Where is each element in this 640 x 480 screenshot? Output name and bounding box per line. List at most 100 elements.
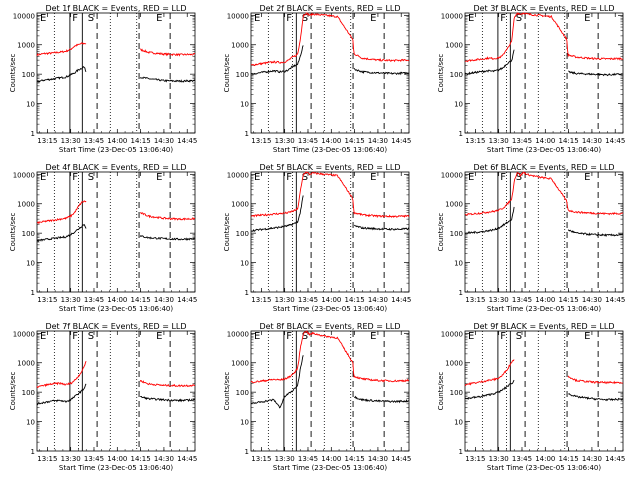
chart-title: Det 7f BLACK = Events, RED = LLD [45,322,186,331]
x-tick-label: 14:30 [154,296,174,304]
y-tick-label: 1 [31,448,35,456]
chart-panel-8: Det 8f BLACK = Events, RED = LLD 1 10 100 10… [223,322,411,472]
chart-title: Det 8f BLACK = Events, RED = LLD [259,322,400,331]
y-tick-label: 100 [450,389,463,397]
y-tick-label: 10 [454,419,463,427]
x-tick-label: 14:15 [131,296,151,304]
chart-panel-6: Det 6f BLACK = Events, RED = LLD 1 10 100 10… [437,163,625,313]
y-axis-label: Counts/sec [223,372,231,411]
region-label: F [500,13,506,24]
x-tick-label: 14:30 [368,455,388,463]
x-tick-label: 14:30 [582,296,602,304]
chart-title: Det 5f BLACK = Events, RED = LLD [259,163,400,172]
x-tick-label: 14:00 [535,137,555,145]
y-tick-label: 100 [22,71,35,79]
y-tick-label: 1000 [231,42,249,50]
y-tick-label: 1 [245,130,249,138]
lld-series-line [36,361,196,389]
x-tick-label: 13:15 [251,455,271,463]
x-tick-label: 13:45 [84,296,104,304]
y-tick-label: 100 [22,230,35,238]
y-tick-label: 10 [454,260,463,268]
y-tick-label: 100 [450,230,463,238]
x-tick-label: 13:30 [61,455,81,463]
region-label: E [40,172,46,183]
y-tick-label: 1 [459,289,463,297]
y-tick-label: 100 [22,389,35,397]
x-axis-label: Start Time (23-Dec-05 13:06:40) [59,146,173,154]
y-tick-label: 10000 [441,171,463,179]
x-tick-label: 14:45 [605,455,625,463]
region-label: S [88,331,94,342]
y-axis-label: Counts/sec [9,213,17,252]
x-tick-label: 13:15 [251,296,271,304]
events-series-line [250,195,410,233]
plot-frame [250,171,410,293]
x-tick-label: 14:45 [391,455,411,463]
x-axis-label: Start Time (23-Dec-05 13:06:40) [487,146,601,154]
events-series-line [250,355,409,409]
x-tick-label: 14:15 [345,296,365,304]
x-tick-label: 14:00 [321,137,341,145]
region-label: S [516,172,522,183]
region-label: E [254,172,260,183]
region-label: S [516,13,522,24]
y-tick-label: 1000 [231,360,249,368]
y-tick-label: 10 [240,260,249,268]
plot-frame [464,171,624,293]
x-tick-label: 13:45 [84,455,104,463]
plot-frame [36,12,196,134]
y-tick-label: 10000 [13,12,35,20]
x-tick-label: 14:45 [391,137,411,145]
lld-series-line [464,171,624,217]
y-axis-label: Counts/sec [437,372,445,411]
y-tick-label: 1 [459,448,463,456]
x-tick-label: 13:45 [84,137,104,145]
x-tick-label: 14:15 [345,455,365,463]
y-axis-label: Counts/sec [223,54,231,93]
region-label: E [584,331,590,342]
x-tick-label: 14:00 [107,455,127,463]
y-tick-label: 10 [26,419,35,427]
x-tick-label: 13:30 [61,296,81,304]
y-axis-label: Counts/sec [223,213,231,252]
y-tick-label: 1 [31,289,35,297]
x-axis-label: Start Time (23-Dec-05 13:06:40) [273,305,387,313]
plot-frame [464,330,624,452]
chart-title: Det 3f BLACK = Events, RED = LLD [473,4,614,13]
events-series-line [36,223,196,243]
x-tick-label: 13:45 [298,455,318,463]
x-tick-label: 14:00 [321,455,341,463]
region-label: E [584,13,590,24]
chart-panel-9: Det 9f BLACK = Events, RED = LLD 1 10 100 10… [437,322,625,472]
x-tick-label: 13:15 [465,296,485,304]
y-axis-label: Counts/sec [437,54,445,93]
x-tick-label: 14:00 [107,296,127,304]
lld-series-line [464,12,624,63]
events-series-line [36,66,196,83]
y-tick-label: 1000 [445,360,463,368]
x-tick-label: 14:30 [154,455,174,463]
x-tick-label: 14:45 [391,296,411,304]
y-tick-label: 10 [240,101,249,109]
y-tick-label: 10 [26,101,35,109]
x-axis-label: Start Time (23-Dec-05 13:06:40) [487,305,601,313]
plot-frame [250,330,410,452]
events-series-line [464,379,624,402]
y-tick-label: 1000 [445,42,463,50]
region-label: S [302,172,308,183]
y-tick-label: 1 [459,130,463,138]
x-tick-label: 14:15 [131,455,151,463]
chart-panel-4: Det 4f BLACK = Events, RED = LLD 1 10 100 10… [9,163,197,313]
y-tick-label: 10 [454,101,463,109]
x-tick-label: 14:15 [131,137,151,145]
region-label: F [286,13,292,24]
x-tick-label: 13:30 [489,137,509,145]
x-tick-label: 14:15 [559,296,579,304]
y-axis-label: Counts/sec [437,213,445,252]
x-tick-label: 14:30 [582,455,602,463]
plot-frame [250,12,410,134]
region-label: F [72,331,78,342]
x-tick-label: 14:30 [368,137,388,145]
